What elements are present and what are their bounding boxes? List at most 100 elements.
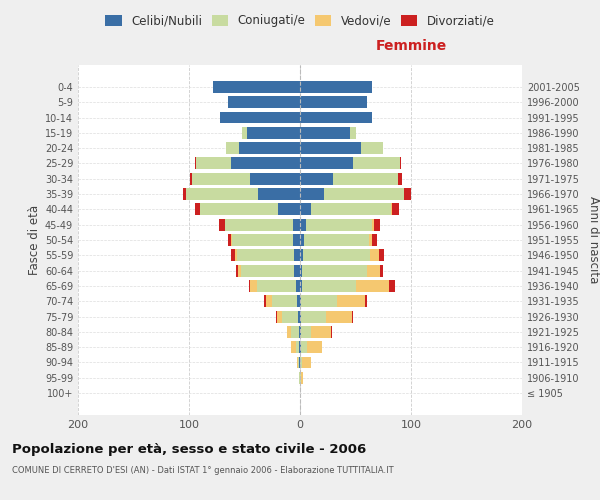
Bar bbox=[237, 250, 295, 262]
Bar bbox=[224, 218, 293, 230]
Bar bbox=[282, 310, 298, 322]
Bar bbox=[200, 204, 278, 216]
Bar bbox=[380, 264, 383, 276]
Bar bbox=[301, 326, 311, 338]
Bar bbox=[374, 218, 380, 230]
Bar bbox=[250, 280, 257, 292]
Bar bbox=[404, 188, 411, 200]
Bar bbox=[257, 280, 296, 292]
Bar bbox=[220, 112, 300, 124]
Bar bbox=[361, 142, 383, 154]
Bar bbox=[299, 326, 300, 338]
Bar bbox=[379, 250, 385, 262]
Bar bbox=[370, 250, 379, 262]
Bar bbox=[249, 280, 250, 292]
Bar bbox=[334, 173, 398, 184]
Bar bbox=[300, 81, 372, 93]
Bar bbox=[275, 310, 277, 322]
Bar bbox=[300, 112, 372, 124]
Text: COMUNE DI CERRETO D'ESI (AN) - Dati ISTAT 1° gennaio 2006 - Elaborazione TUTTITA: COMUNE DI CERRETO D'ESI (AN) - Dati ISTA… bbox=[12, 466, 394, 475]
Bar bbox=[369, 234, 372, 246]
Bar bbox=[258, 188, 300, 200]
Bar bbox=[307, 341, 322, 353]
Bar bbox=[231, 158, 300, 170]
Bar bbox=[311, 326, 331, 338]
Bar bbox=[190, 173, 193, 184]
Bar bbox=[300, 310, 301, 322]
Bar bbox=[300, 96, 367, 108]
Bar bbox=[214, 81, 300, 93]
Bar bbox=[300, 341, 301, 353]
Bar bbox=[299, 356, 300, 368]
Bar bbox=[226, 142, 239, 154]
Bar bbox=[185, 188, 258, 200]
Bar bbox=[300, 173, 334, 184]
Bar bbox=[304, 250, 370, 262]
Bar bbox=[277, 310, 282, 322]
Bar bbox=[247, 127, 300, 139]
Bar bbox=[293, 234, 300, 246]
Bar bbox=[365, 296, 367, 307]
Bar bbox=[300, 296, 301, 307]
Bar bbox=[266, 296, 272, 307]
Bar bbox=[350, 127, 355, 139]
Bar bbox=[293, 218, 300, 230]
Bar bbox=[265, 296, 266, 307]
Bar bbox=[300, 372, 301, 384]
Bar bbox=[302, 356, 311, 368]
Bar bbox=[326, 310, 352, 322]
Bar bbox=[305, 218, 372, 230]
Bar bbox=[287, 326, 291, 338]
Bar bbox=[301, 310, 326, 322]
Bar bbox=[231, 234, 232, 246]
Bar bbox=[194, 158, 196, 170]
Bar bbox=[250, 173, 300, 184]
Bar bbox=[193, 173, 250, 184]
Bar bbox=[296, 280, 300, 292]
Bar bbox=[242, 127, 247, 139]
Bar bbox=[300, 250, 304, 262]
Bar bbox=[219, 218, 224, 230]
Bar bbox=[304, 234, 369, 246]
Y-axis label: Anni di nascita: Anni di nascita bbox=[587, 196, 599, 284]
Bar bbox=[239, 142, 300, 154]
Bar bbox=[296, 296, 300, 307]
Bar bbox=[184, 188, 185, 200]
Text: Femmine: Femmine bbox=[376, 39, 446, 52]
Bar bbox=[241, 264, 295, 276]
Bar bbox=[300, 142, 361, 154]
Bar bbox=[296, 356, 298, 368]
Bar bbox=[400, 158, 401, 170]
Bar bbox=[389, 280, 395, 292]
Bar bbox=[325, 188, 404, 200]
Bar bbox=[301, 341, 307, 353]
Bar bbox=[300, 356, 302, 368]
Bar bbox=[300, 188, 325, 200]
Bar bbox=[232, 234, 293, 246]
Bar bbox=[228, 234, 231, 246]
Bar bbox=[300, 326, 301, 338]
Bar bbox=[352, 310, 353, 322]
Bar bbox=[300, 127, 350, 139]
Y-axis label: Fasce di età: Fasce di età bbox=[28, 205, 41, 275]
Bar bbox=[302, 280, 355, 292]
Bar bbox=[300, 218, 305, 230]
Bar bbox=[196, 158, 231, 170]
Bar bbox=[300, 264, 302, 276]
Bar bbox=[298, 310, 300, 322]
Bar bbox=[299, 372, 300, 384]
Bar bbox=[295, 264, 300, 276]
Bar bbox=[272, 296, 296, 307]
Bar bbox=[291, 341, 296, 353]
Bar bbox=[391, 204, 392, 216]
Bar bbox=[299, 341, 300, 353]
Bar bbox=[291, 326, 299, 338]
Bar bbox=[331, 326, 332, 338]
Bar bbox=[301, 372, 304, 384]
Bar bbox=[301, 296, 337, 307]
Bar bbox=[194, 204, 200, 216]
Bar bbox=[353, 158, 400, 170]
Bar bbox=[236, 264, 238, 276]
Bar bbox=[392, 204, 399, 216]
Bar bbox=[296, 341, 299, 353]
